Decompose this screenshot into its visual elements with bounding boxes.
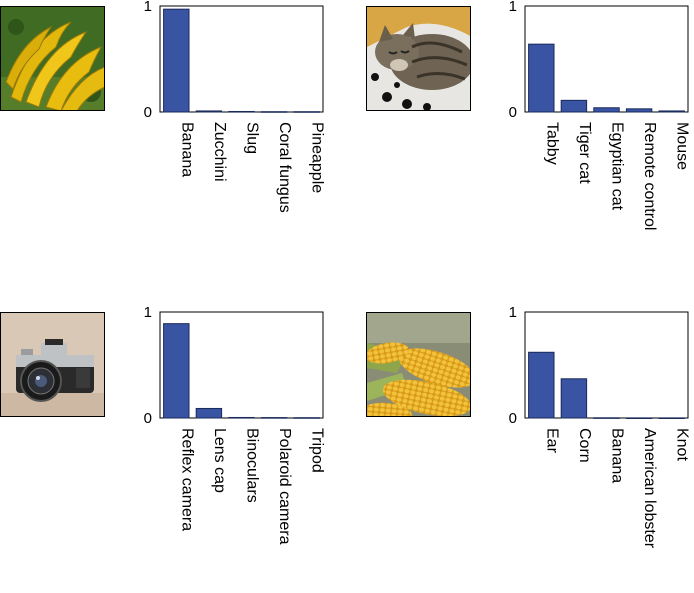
corn-photo [366,312,471,417]
category-label: Zucchini [211,122,228,182]
bar [560,99,588,113]
bar [260,111,288,113]
category-label: Binoculars [244,428,261,503]
category-label: Slug [244,122,261,154]
category-label: Tiger cat [576,122,593,184]
category-label: Egyptian cat [609,122,626,211]
y-tick-label: 0 [144,104,152,121]
category-label: American lobster [641,428,658,549]
category-label: Polaroid camera [276,428,293,545]
y-tick-label: 0 [509,104,517,121]
category-label: Lens cap [211,428,228,493]
bar [293,417,320,419]
bar [293,111,320,113]
reflex-camera-photo [0,312,105,417]
bar [593,107,620,113]
y-tick-label: 0 [509,410,517,427]
category-label: Mouse [674,122,691,170]
bar [658,417,685,419]
category-label: Reflex camera [178,428,195,531]
category-label: Tripod [309,428,326,473]
category-label: Coral fungus [276,122,293,213]
category-label: Pineapple [309,122,326,193]
y-tick-label: 0 [144,410,152,427]
bar [528,351,555,419]
y-tick-label: 1 [509,304,517,321]
category-label: Knot [674,428,691,461]
banana-photo [0,6,105,111]
y-tick-label: 1 [144,0,152,15]
category-label: Banana [178,122,195,177]
bar [528,43,555,113]
category-label: Remote control [641,122,658,231]
y-tick-label: 1 [509,0,517,15]
category-label: Banana [609,428,626,483]
bar [260,417,288,419]
bar [228,416,255,419]
bar [195,110,223,113]
category-label: Corn [576,428,593,463]
bar [625,108,653,113]
category-label: Ear [543,428,560,454]
bar [658,110,685,113]
tabby-cat-photo [366,6,471,111]
bar [163,323,190,419]
bar [228,110,255,113]
bar [593,417,620,419]
bar [195,407,223,419]
category-label: Tabby [543,122,560,165]
bar [560,378,588,419]
y-tick-label: 1 [144,304,152,321]
bar [625,417,653,419]
bar [163,8,190,113]
